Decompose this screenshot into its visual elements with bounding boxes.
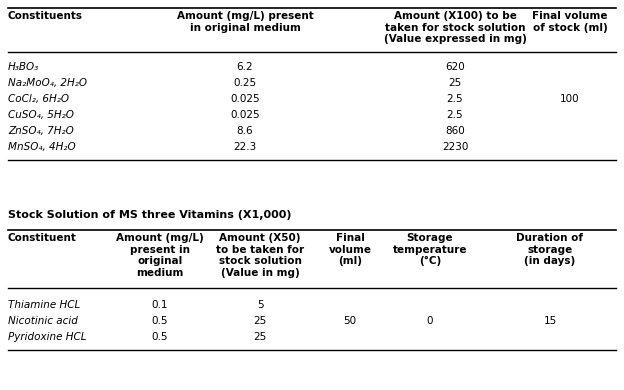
Text: Duration of
storage
(in days): Duration of storage (in days)	[517, 233, 583, 266]
Text: MnSO₄, 4H₂O: MnSO₄, 4H₂O	[8, 142, 76, 152]
Text: 2.5: 2.5	[447, 110, 463, 120]
Text: 15: 15	[544, 316, 557, 326]
Text: 25: 25	[449, 78, 462, 88]
Text: Amount (X50)
to be taken for
stock solution
(Value in mg): Amount (X50) to be taken for stock solut…	[216, 233, 304, 278]
Text: CuSO₄, 5H₂O: CuSO₄, 5H₂O	[8, 110, 74, 120]
Text: 0.25: 0.25	[233, 78, 256, 88]
Text: 8.6: 8.6	[236, 126, 253, 136]
Text: Na₂MoO₄, 2H₂O: Na₂MoO₄, 2H₂O	[8, 78, 87, 88]
Text: 5: 5	[256, 300, 263, 310]
Text: Thiamine HCL: Thiamine HCL	[8, 300, 80, 310]
Text: CoCl₂, 6H₂O: CoCl₂, 6H₂O	[8, 94, 69, 104]
Text: 0.5: 0.5	[152, 332, 168, 342]
Text: Pyridoxine HCL: Pyridoxine HCL	[8, 332, 87, 342]
Text: 2230: 2230	[442, 142, 468, 152]
Text: 2.5: 2.5	[447, 94, 463, 104]
Text: ZnSO₄, 7H₂O: ZnSO₄, 7H₂O	[8, 126, 74, 136]
Text: Amount (mg/L)
present in
original
medium: Amount (mg/L) present in original medium	[116, 233, 204, 278]
Text: 25: 25	[253, 332, 266, 342]
Text: 6.2: 6.2	[236, 62, 253, 72]
Text: 100: 100	[560, 94, 580, 104]
Text: 50: 50	[343, 316, 356, 326]
Text: 22.3: 22.3	[233, 142, 256, 152]
Text: 0.5: 0.5	[152, 316, 168, 326]
Text: 0.025: 0.025	[230, 94, 260, 104]
Text: 860: 860	[445, 126, 465, 136]
Text: H₃BO₃: H₃BO₃	[8, 62, 39, 72]
Text: Final
volume
(ml): Final volume (ml)	[328, 233, 371, 266]
Text: 25: 25	[253, 316, 266, 326]
Text: 620: 620	[445, 62, 465, 72]
Text: Final volume
of stock (ml): Final volume of stock (ml)	[532, 11, 608, 33]
Text: Amount (mg/L) present
in original medium: Amount (mg/L) present in original medium	[177, 11, 313, 33]
Text: 0: 0	[427, 316, 433, 326]
Text: Nicotinic acid: Nicotinic acid	[8, 316, 78, 326]
Text: Amount (X100) to be
taken for stock solution
(Value expressed in mg): Amount (X100) to be taken for stock solu…	[384, 11, 527, 44]
Text: 0.025: 0.025	[230, 110, 260, 120]
Text: 0.1: 0.1	[152, 300, 168, 310]
Text: Constituents: Constituents	[8, 11, 83, 21]
Text: Constituent: Constituent	[8, 233, 77, 243]
Text: Storage
temperature
(°C): Storage temperature (°C)	[392, 233, 467, 266]
Text: Stock Solution of MS three Vitamins (X1,000): Stock Solution of MS three Vitamins (X1,…	[8, 210, 291, 220]
